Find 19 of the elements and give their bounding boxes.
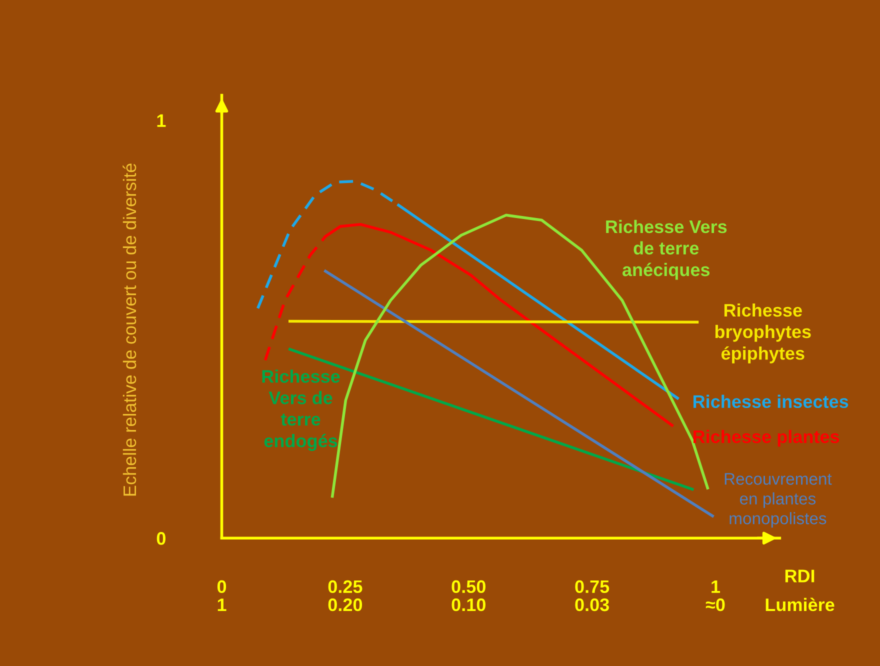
x-axis-title: RDI (785, 570, 814, 582)
text: 0.20 (328, 598, 362, 612)
x-tick-label: 0 (217, 580, 226, 594)
series-label: Richesse bryophytes épiphytes (715, 303, 811, 364)
y-axis-title: Echelle relative de couvert ou de diversité (122, 164, 136, 496)
series-label: Richesse Vers de terre anéciques (606, 220, 727, 280)
series-label: Richesse Vers de terre endogés (262, 370, 340, 451)
x-tick-label: 0.25 (328, 580, 362, 594)
x-tick-label: 0.75 (575, 580, 610, 594)
text: Lumière (766, 598, 834, 612)
text: 0.10 (452, 598, 486, 612)
series-label: Richesse insectes (693, 394, 848, 408)
text: 0.03 (575, 598, 609, 612)
series-label: Richesse plantes (693, 430, 840, 447)
x-tick-label: 1 (712, 580, 720, 593)
series-label: Recouvrement en plantes monopolistes (724, 473, 832, 528)
text: 1 (218, 598, 226, 612)
x-tick-label: 0.50 (452, 580, 486, 594)
text: ≈0 (706, 598, 725, 612)
